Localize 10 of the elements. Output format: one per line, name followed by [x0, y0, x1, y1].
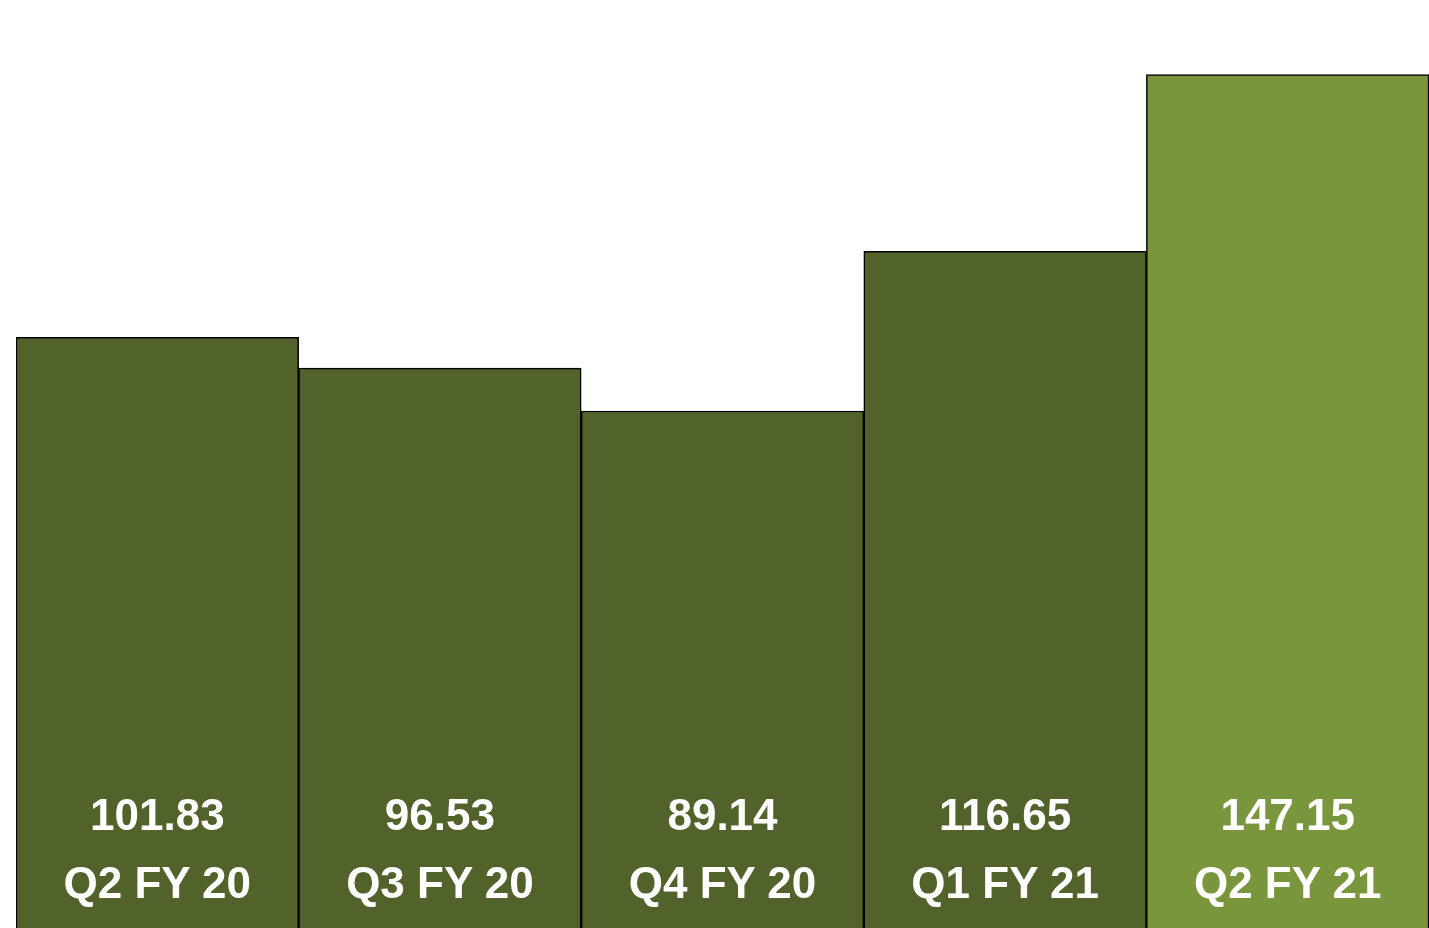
data-label: 101.83 — [90, 790, 225, 840]
data-label: 116.65 — [939, 790, 1072, 840]
x-tick-label: Q2 FY 21 — [1193, 858, 1382, 908]
data-label: 147.15 — [1220, 790, 1355, 840]
data-label: 96.53 — [384, 790, 495, 840]
x-tick-label: Q3 FY 20 — [346, 858, 534, 908]
x-tick-label: Q1 FY 21 — [911, 858, 1099, 908]
x-tick-label: Q4 FY 20 — [628, 858, 817, 908]
data-label: 89.14 — [667, 790, 779, 840]
x-tick-label: Q2 FY 20 — [63, 858, 252, 908]
